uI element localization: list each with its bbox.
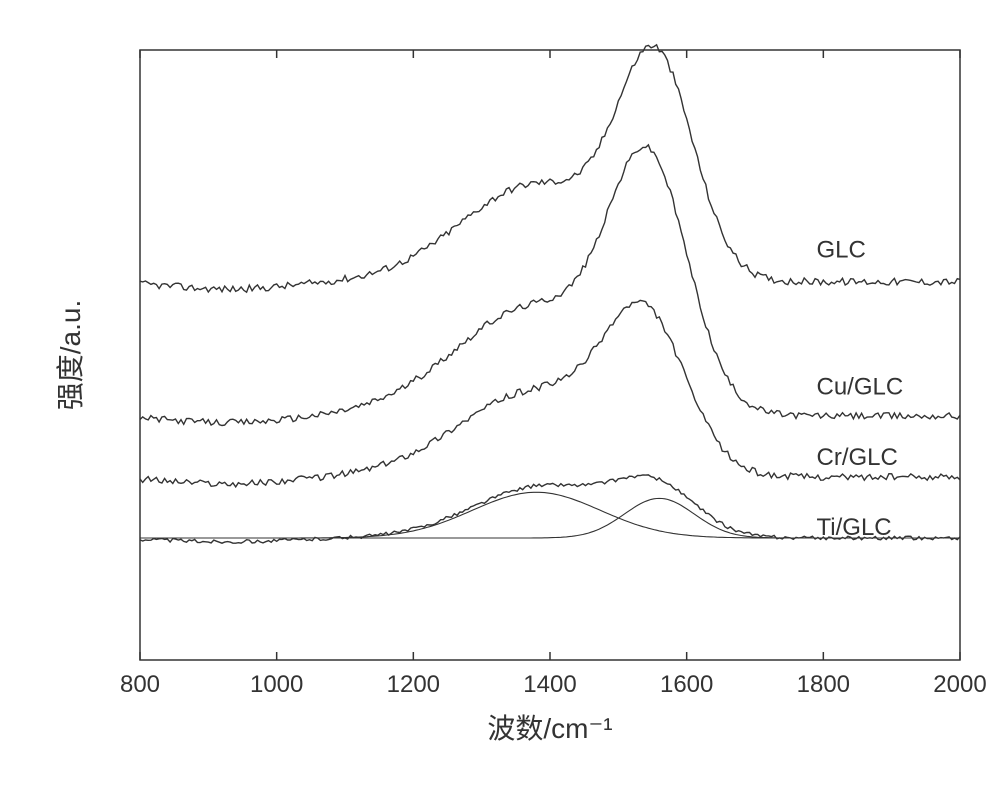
- series-label-GLC: GLC: [817, 236, 866, 263]
- series-label-Cr-GLC: Cr/GLC: [817, 444, 898, 471]
- x-tick-label: 1400: [523, 671, 576, 698]
- x-tick-label: 800: [120, 671, 160, 698]
- y-axis-label: 强度/a.u.: [55, 300, 86, 410]
- x-tick-label: 1200: [387, 671, 440, 698]
- x-tick-label: 2000: [933, 671, 986, 698]
- x-tick-label: 1000: [250, 671, 303, 698]
- raman-spectra-chart: 800 1000 1200 1400 1600 1800 2000 波数/cm⁻¹ 强度/a.u…: [0, 0, 1000, 788]
- x-tick-label: 1600: [660, 671, 713, 698]
- x-axis-label: 波数/cm⁻¹: [487, 713, 612, 744]
- x-tick-label: 1800: [797, 671, 850, 698]
- series-label-Ti-GLC: Ti/GLC: [817, 514, 892, 541]
- series-label-Cu-GLC: Cu/GLC: [817, 374, 904, 401]
